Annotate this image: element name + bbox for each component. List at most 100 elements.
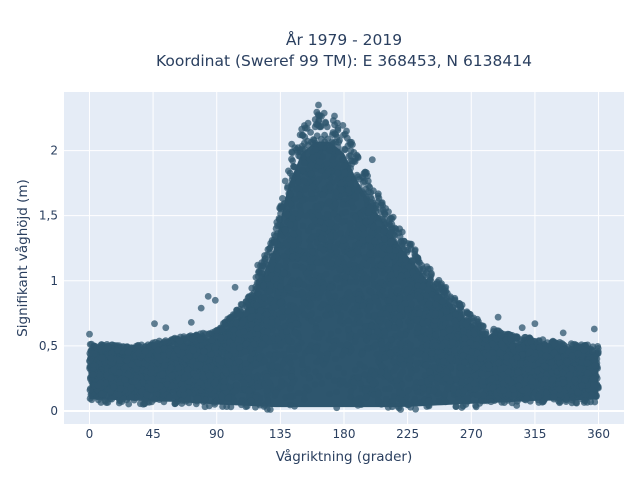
- data-point: [147, 379, 155, 387]
- data-point: [456, 300, 463, 307]
- data-point: [292, 262, 299, 270]
- data-point: [299, 264, 307, 272]
- data-point: [361, 371, 368, 378]
- data-point: [287, 359, 294, 367]
- data-point: [340, 369, 348, 377]
- data-point: [318, 234, 325, 242]
- data-point: [322, 312, 330, 320]
- data-point: [168, 372, 176, 380]
- data-point: [414, 324, 422, 332]
- data-point: [301, 139, 308, 147]
- data-point: [495, 359, 502, 367]
- data-point: [295, 152, 302, 160]
- data-point: [477, 322, 485, 329]
- data-point: [440, 358, 447, 365]
- data-point: [316, 218, 324, 225]
- data-point: [432, 331, 439, 339]
- data-point: [247, 397, 255, 404]
- data-point: [405, 401, 412, 409]
- data-point: [340, 279, 348, 287]
- data-point: [396, 340, 404, 348]
- data-point: [568, 365, 575, 373]
- data-point: [197, 354, 205, 362]
- data-point: [190, 346, 197, 354]
- data-point: [264, 328, 271, 335]
- data-point: [242, 359, 250, 367]
- data-point: [307, 170, 315, 178]
- data-point: [337, 312, 345, 319]
- data-point: [220, 378, 228, 385]
- data-point: [291, 329, 299, 337]
- data-point: [199, 373, 207, 381]
- data-point: [339, 236, 347, 244]
- data-point: [378, 250, 386, 258]
- data-point: [333, 404, 341, 412]
- data-point: [468, 357, 475, 364]
- data-point: [337, 341, 345, 349]
- data-point: [371, 311, 378, 319]
- data-point: [462, 400, 470, 408]
- data-point: [312, 146, 319, 153]
- data-point: [385, 320, 392, 328]
- data-point: [351, 338, 359, 345]
- data-point: [477, 355, 485, 362]
- data-point: [285, 167, 292, 175]
- data-point: [594, 383, 602, 391]
- data-point: [413, 359, 421, 367]
- data-point: [285, 336, 292, 344]
- data-point: [358, 350, 366, 357]
- data-point: [399, 390, 406, 398]
- data-point: [304, 346, 312, 354]
- data-point: [328, 298, 336, 306]
- data-point: [352, 396, 359, 404]
- data-point: [411, 395, 419, 403]
- data-point: [134, 341, 142, 349]
- data-point: [327, 219, 335, 227]
- data-point: [450, 346, 458, 354]
- data-point: [400, 361, 407, 369]
- data-point: [359, 224, 367, 232]
- data-point: [414, 350, 422, 358]
- data-point: [514, 368, 522, 376]
- data-point: [321, 131, 328, 139]
- data-point: [523, 385, 531, 393]
- data-point: [430, 387, 438, 395]
- data-point: [338, 218, 346, 226]
- data-point: [279, 195, 286, 202]
- data-point: [347, 393, 354, 401]
- data-point: [300, 177, 308, 185]
- data-point: [287, 200, 295, 208]
- data-point: [394, 286, 402, 294]
- data-point: [555, 385, 563, 393]
- data-point: [517, 336, 524, 343]
- data-point: [293, 169, 301, 177]
- data-point: [298, 355, 306, 363]
- data-point: [330, 210, 338, 218]
- data-point: [310, 136, 317, 143]
- data-point: [391, 346, 399, 353]
- data-point: [313, 239, 321, 246]
- data-point: [341, 297, 349, 305]
- data-point: [283, 211, 291, 219]
- data-point: [411, 247, 419, 255]
- data-point: [332, 274, 340, 282]
- data-point: [375, 390, 383, 398]
- data-point: [348, 198, 356, 206]
- data-point: [263, 373, 271, 380]
- data-point: [323, 123, 331, 131]
- data-point: [413, 273, 420, 280]
- data-point: [258, 340, 266, 348]
- data-point: [354, 373, 362, 381]
- data-point: [350, 204, 357, 211]
- data-point: [369, 380, 377, 388]
- data-point: [150, 395, 158, 403]
- data-point: [193, 361, 201, 369]
- data-point: [301, 311, 308, 318]
- data-point: [365, 312, 372, 320]
- data-point: [323, 355, 331, 362]
- data-point: [86, 395, 94, 402]
- data-point: [336, 284, 344, 292]
- data-point: [214, 368, 221, 376]
- data-point: [311, 123, 319, 131]
- data-point: [116, 356, 123, 364]
